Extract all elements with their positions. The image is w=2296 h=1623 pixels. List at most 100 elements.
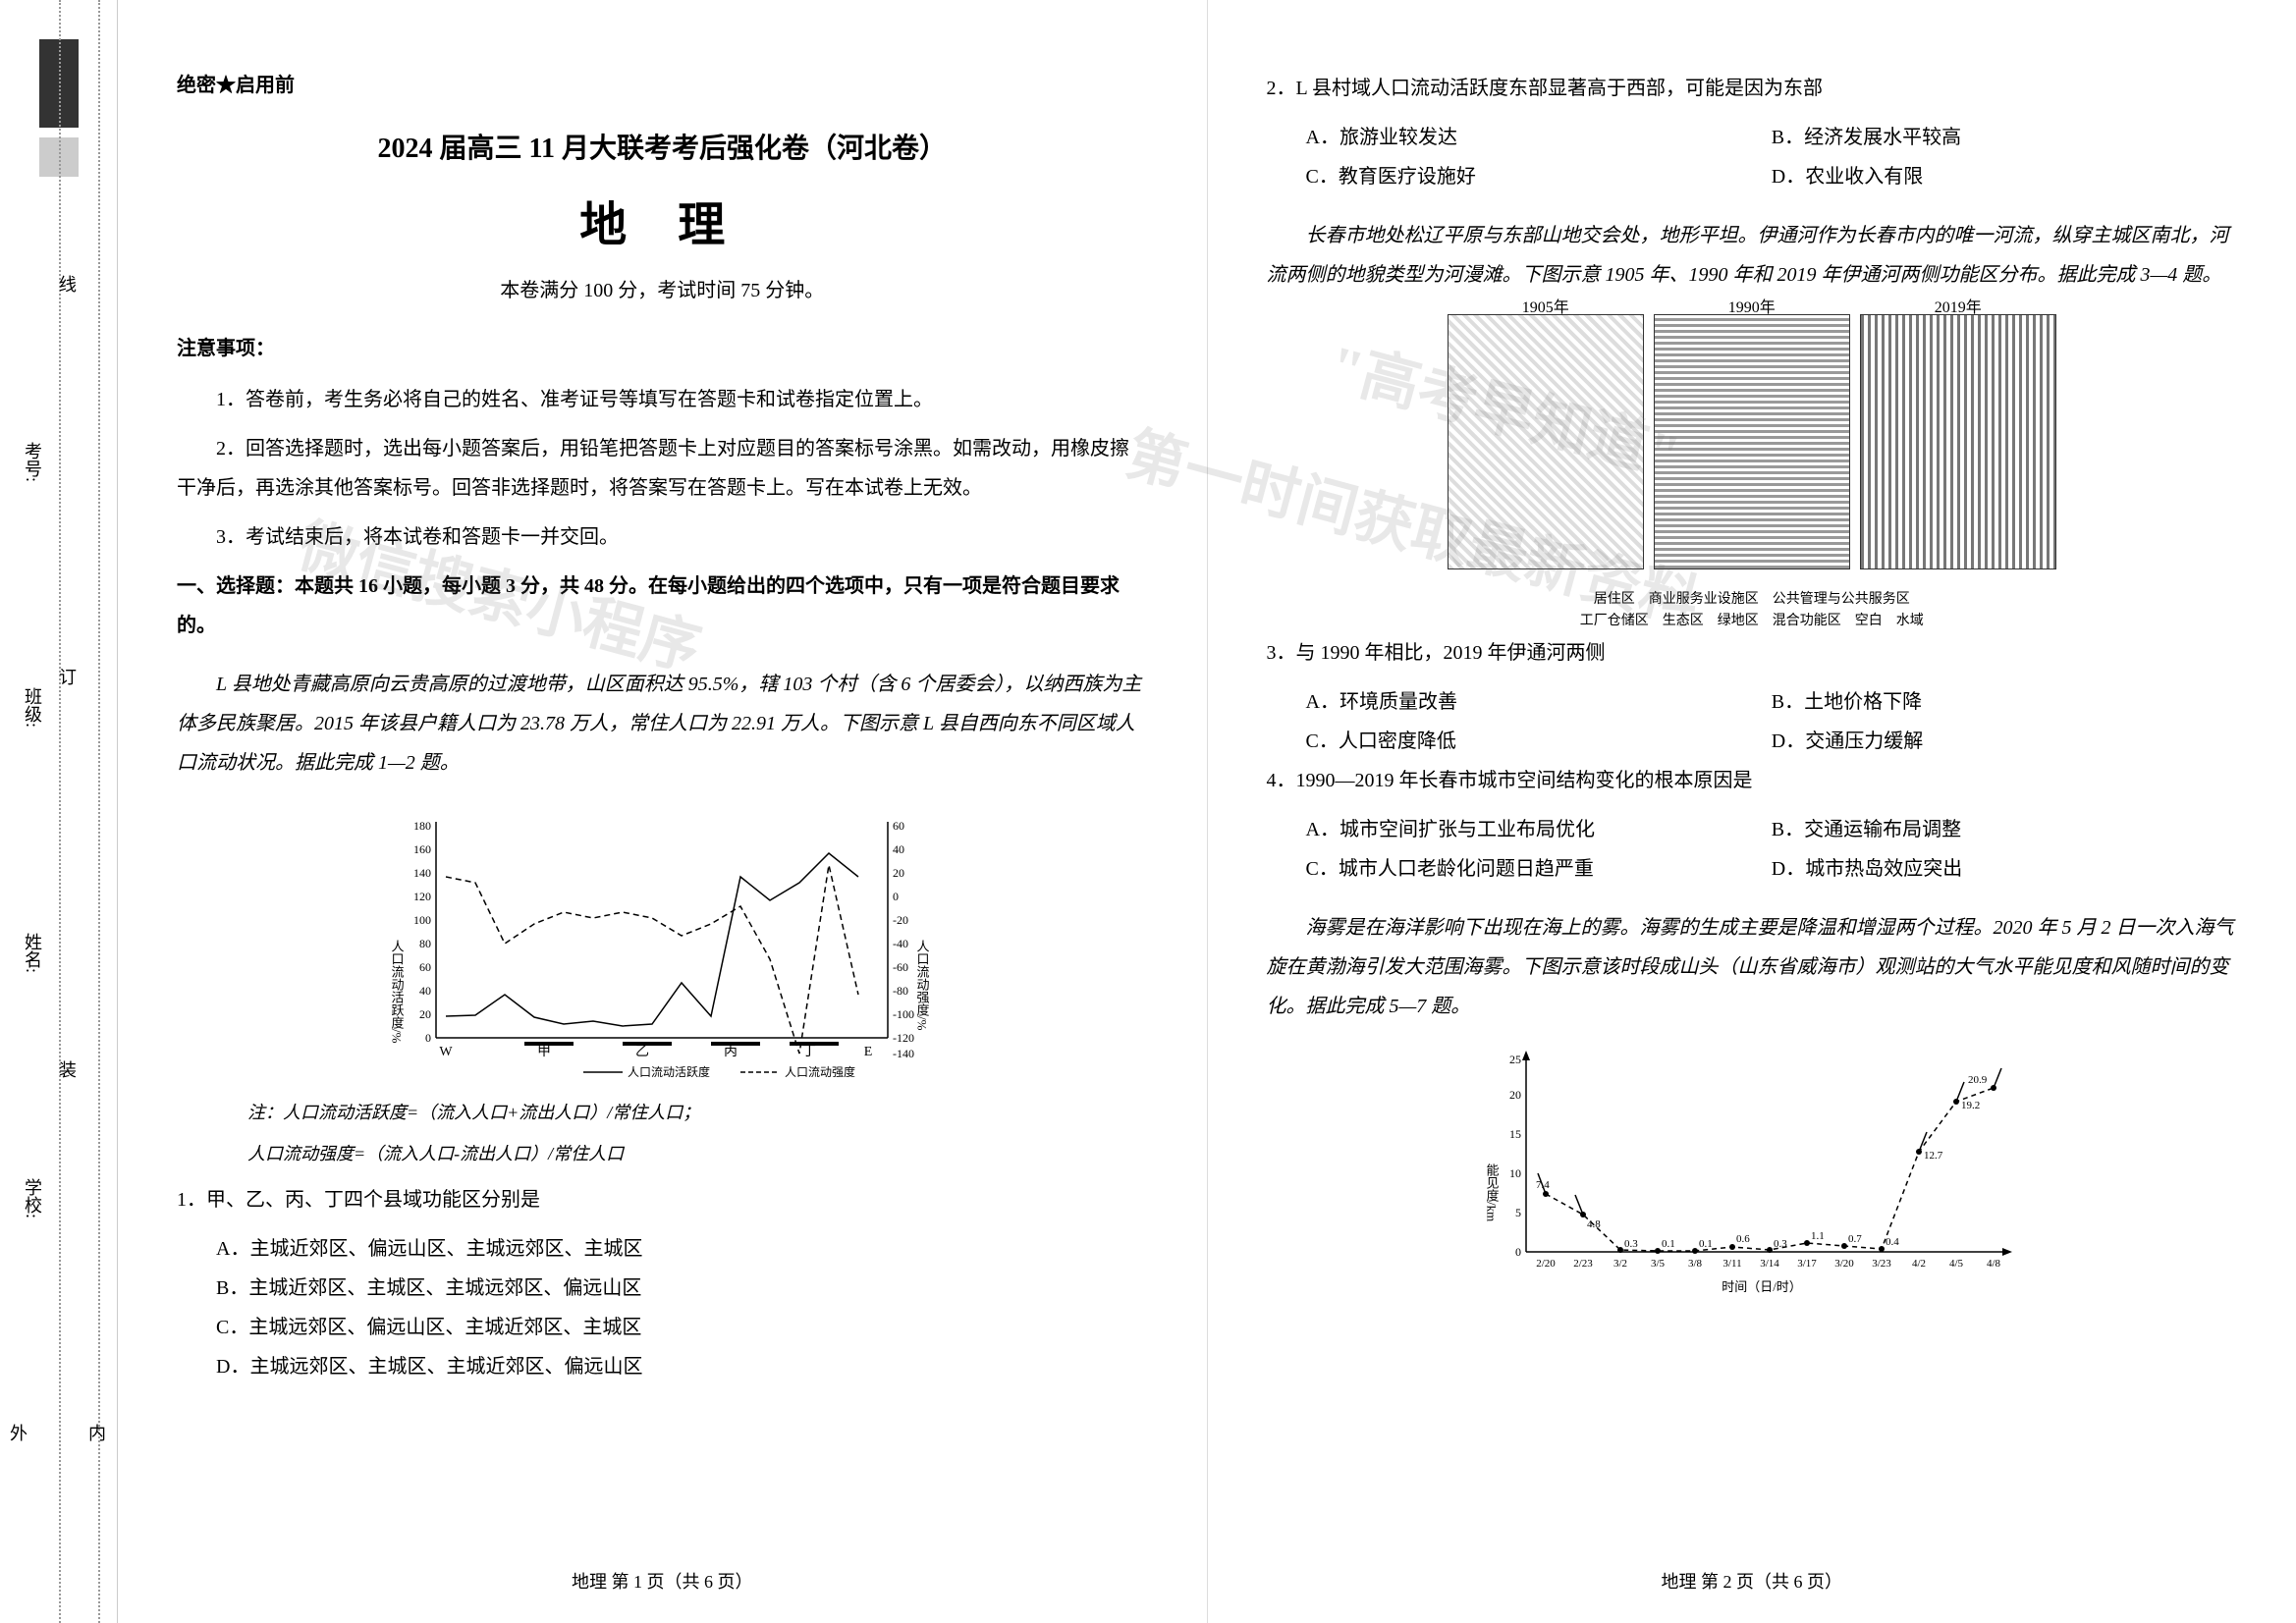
passage-3: 海雾是在海洋影响下出现在海上的雾。海雾的生成主要是降温和增湿两个过程。2020 … — [1267, 908, 2238, 1026]
q1-stem: 1．甲、乙、丙、丁四个县域功能区分别是 — [177, 1180, 1148, 1219]
visibility-chart: 0510 152025 2/202/233/2 3/53/83/11 3/143… — [1477, 1046, 2027, 1301]
q2-opt-b: B．经济发展水平较高 — [1772, 118, 2237, 157]
q1-opt-b: B．主城近郊区、主城区、主城远郊区、偏远山区 — [216, 1269, 1148, 1308]
svg-text:10: 10 — [1509, 1166, 1521, 1180]
svg-text:2/20: 2/20 — [1536, 1258, 1556, 1270]
q4-opt-b: B．交通运输布局调整 — [1772, 810, 2237, 849]
svg-text:0.6: 0.6 — [1736, 1233, 1750, 1245]
svg-text:60: 60 — [419, 960, 431, 974]
q4-stem: 4．1990—2019 年长春市城市空间结构变化的根本原因是 — [1267, 761, 2238, 800]
svg-text:3/14: 3/14 — [1760, 1258, 1779, 1270]
svg-text:丙: 丙 — [724, 1045, 738, 1059]
q2-options: A．旅游业较发达 B．经济发展水平较高 C．教育医疗设施好 D．农业收入有限 — [1267, 118, 2238, 196]
field-examno: 考号: — [20, 442, 45, 482]
svg-text:4/2: 4/2 — [1912, 1258, 1926, 1270]
q1-options: A．主城近郊区、偏远山区、主城远郊区、主城区 B．主城近郊区、主城区、主城远郊区… — [177, 1229, 1148, 1386]
svg-text:4.8: 4.8 — [1587, 1218, 1601, 1230]
passage-2: 长春市地处松辽平原与东部山地交会处，地形平坦。伊通河作为长春市内的唯一河流，纵穿… — [1267, 216, 2238, 295]
svg-text:1.1: 1.1 — [1811, 1230, 1825, 1242]
svg-text:丁: 丁 — [802, 1045, 816, 1059]
q4-opt-d: D．城市热岛效应突出 — [1772, 849, 2237, 889]
svg-text:3/23: 3/23 — [1872, 1258, 1891, 1270]
svg-text:20.9: 20.9 — [1968, 1074, 1988, 1086]
svg-text:人口流动强度/%: 人口流动强度/% — [915, 940, 930, 1031]
svg-text:能见度/km: 能见度/km — [1484, 1163, 1499, 1221]
mark-outer: 外 — [5, 1424, 30, 1441]
svg-text:120: 120 — [413, 890, 431, 903]
svg-text:40: 40 — [419, 984, 431, 998]
svg-text:60: 60 — [893, 819, 904, 833]
q3-options: A．环境质量改善 B．土地价格下降 C．人口密度降低 D．交通压力缓解 — [1267, 682, 2238, 761]
page-2: 2．L 县村域人口流动活跃度东部显著高于西部，可能是因为东部 A．旅游业较发达 … — [1208, 0, 2296, 1623]
note-1: 注：人口流动活跃度=（流入人口+流出人口）/常住人口； — [247, 1097, 1148, 1128]
maps-row: 1905年 1990年 2019年 — [1267, 314, 2238, 569]
svg-text:40: 40 — [893, 842, 904, 856]
svg-text:180: 180 — [413, 819, 431, 833]
map-1905: 1905年 — [1448, 314, 1644, 569]
svg-text:W: W — [440, 1045, 454, 1059]
svg-text:19.2: 19.2 — [1961, 1100, 1980, 1111]
svg-text:20: 20 — [1509, 1088, 1521, 1102]
map-1990: 1990年 — [1654, 314, 1850, 569]
notice-2: 2．回答选择题时，选出每小题答案后，用铅笔把答题卡上对应题目的答案标号涂黑。如需… — [177, 429, 1148, 508]
svg-text:-120: -120 — [893, 1031, 914, 1045]
q2-opt-d: D．农业收入有限 — [1772, 157, 2237, 196]
q3-opt-d: D．交通压力缓解 — [1772, 722, 2237, 761]
svg-text:3/17: 3/17 — [1797, 1258, 1817, 1270]
dotted-line-1 — [59, 0, 61, 1623]
notice-head: 注意事项： — [177, 332, 1148, 360]
map-label-2019: 2019年 — [1935, 294, 1982, 317]
q1-opt-c: C．主城远郊区、偏远山区、主城近郊区、主城区 — [216, 1308, 1148, 1347]
svg-text:0: 0 — [1515, 1245, 1521, 1259]
mark-xian: 线 — [54, 275, 80, 293]
svg-text:3/2: 3/2 — [1613, 1258, 1627, 1270]
map-2019: 2019年 — [1860, 314, 2056, 569]
svg-text:3/20: 3/20 — [1834, 1258, 1854, 1270]
svg-text:-60: -60 — [893, 960, 908, 974]
map-label-1990: 1990年 — [1728, 294, 1776, 317]
field-name: 姓名: — [20, 933, 45, 973]
mark-ding: 订 — [54, 668, 80, 685]
svg-text:0.1: 0.1 — [1662, 1238, 1675, 1250]
svg-text:5: 5 — [1515, 1206, 1521, 1219]
q1-opt-a: A．主城近郊区、偏远山区、主城远郊区、主城区 — [216, 1229, 1148, 1269]
svg-text:人口流动活跃度/%: 人口流动活跃度/% — [390, 940, 405, 1044]
svg-text:3/8: 3/8 — [1688, 1258, 1703, 1270]
svg-text:160: 160 — [413, 842, 431, 856]
q3-stem: 3．与 1990 年相比，2019 年伊通河两侧 — [1267, 633, 2238, 673]
note-2: 人口流动强度=（流入人口-流出人口）/常住人口 — [247, 1138, 1148, 1169]
binding-margin: 学校: 姓名: 班级: 考号: 外 内 装 订 线 — [0, 0, 118, 1623]
q4-opt-c: C．城市人口老龄化问题日趋严重 — [1306, 849, 1772, 889]
svg-text:乙: 乙 — [635, 1044, 649, 1059]
exam-title: 2024 届高三 11 月大联考考后强化卷（河北卷） — [177, 127, 1148, 166]
q3-opt-c: C．人口密度降低 — [1306, 722, 1772, 761]
passage-1: L 县地处青藏高原向云贵高原的过渡地带，山区面积达 95.5%，辖 103 个村… — [177, 665, 1148, 783]
field-school: 学校: — [20, 1178, 45, 1218]
svg-text:时间（日/时）: 时间（日/时） — [1722, 1279, 1802, 1294]
q3-opt-a: A．环境质量改善 — [1306, 682, 1772, 722]
field-class: 班级: — [20, 687, 45, 728]
q2-stem: 2．L 县村域人口流动活跃度东部显著高于西部，可能是因为东部 — [1267, 69, 2238, 108]
svg-text:3/5: 3/5 — [1651, 1258, 1666, 1270]
svg-text:20: 20 — [419, 1007, 431, 1021]
svg-text:4/5: 4/5 — [1949, 1258, 1964, 1270]
svg-text:12.7: 12.7 — [1924, 1150, 1943, 1162]
svg-text:人口流动活跃度: 人口流动活跃度 — [628, 1064, 710, 1077]
subject-title: 地 理 — [177, 186, 1148, 254]
svg-text:4/8: 4/8 — [1987, 1258, 2001, 1270]
population-flow-chart: 02040 6080100 120140160180 604020 0-20-4… — [377, 802, 947, 1077]
score-info: 本卷满分 100 分，考试时间 75 分钟。 — [177, 274, 1148, 302]
notice-3: 3．考试结束后，将本试卷和答题卡一并交回。 — [177, 517, 1148, 557]
q1-opt-d: D．主城远郊区、主城区、主城近郊区、偏远山区 — [216, 1347, 1148, 1386]
svg-text:-100: -100 — [893, 1007, 914, 1021]
svg-text:2/23: 2/23 — [1573, 1258, 1593, 1270]
svg-text:-40: -40 — [893, 937, 908, 950]
maps-legend: 居住区 商业服务业设施区 公共管理与公共服务区 工厂仓储区 生态区 绿地区 混合… — [1267, 589, 2238, 633]
svg-text:80: 80 — [419, 937, 431, 950]
svg-text:15: 15 — [1509, 1127, 1521, 1141]
q3-opt-b: B．土地价格下降 — [1772, 682, 2237, 722]
svg-text:20: 20 — [893, 866, 904, 880]
svg-text:0: 0 — [893, 890, 899, 903]
confidential-label: 绝密★启用前 — [177, 69, 1148, 97]
notice-1: 1．答卷前，考生务必将自己的姓名、准考证号等填写在答题卡和试卷指定位置上。 — [177, 380, 1148, 419]
